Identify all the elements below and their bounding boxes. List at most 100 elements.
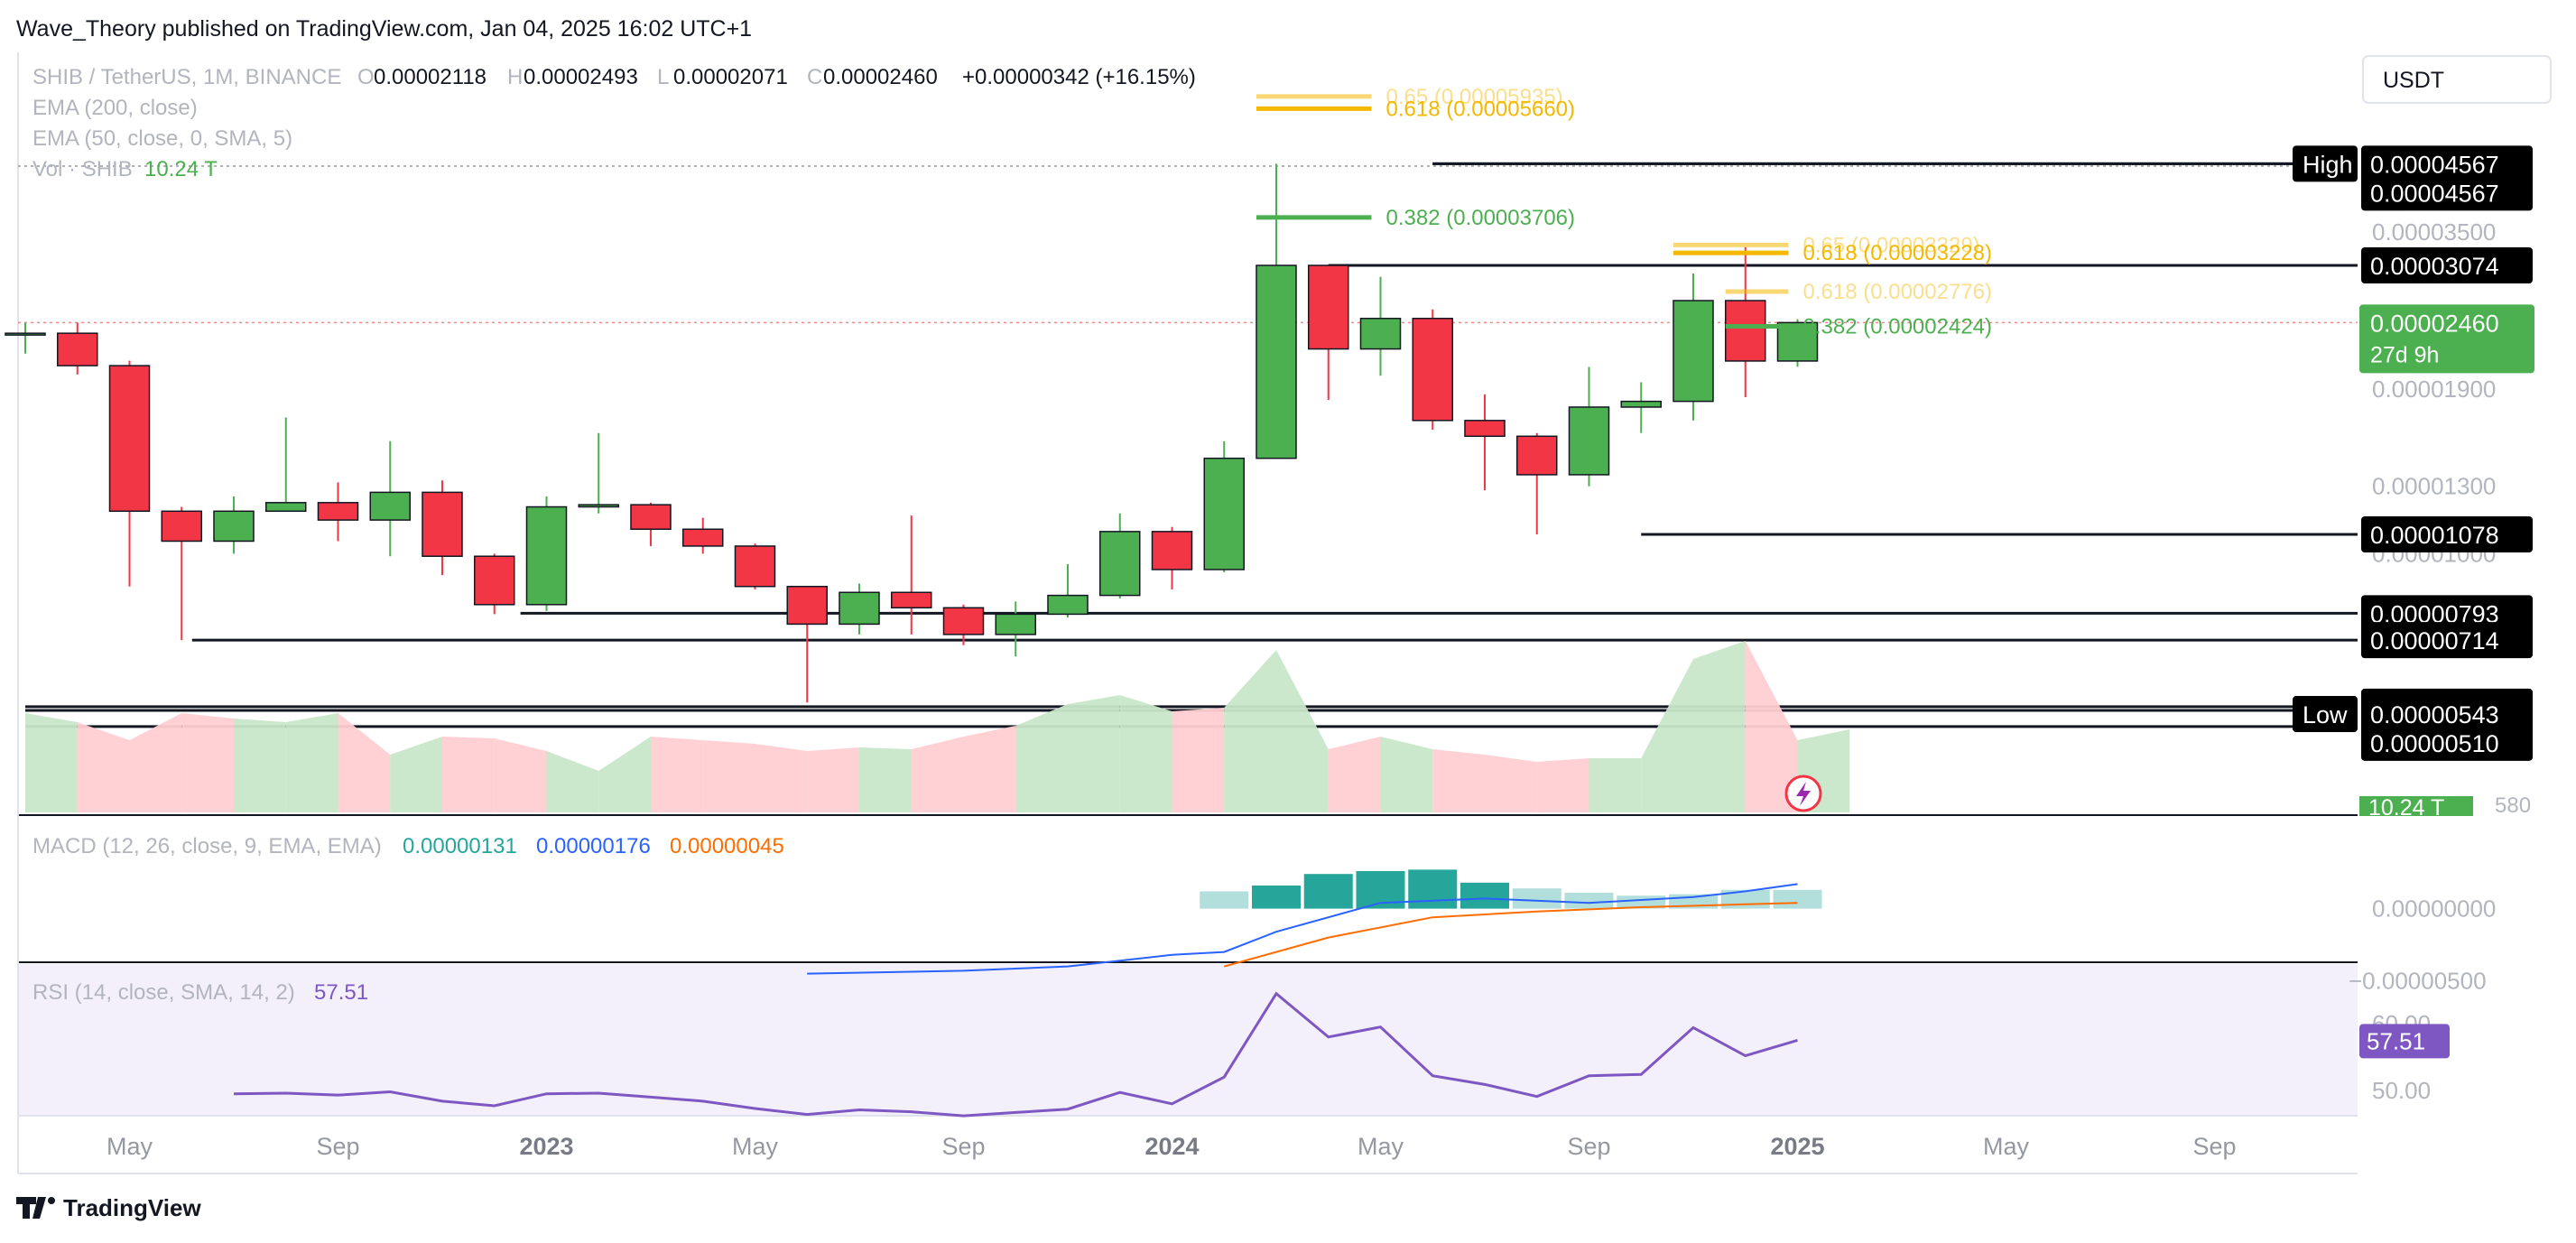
volume-segment [1276,650,1329,812]
volume-segment [1172,708,1225,812]
fib-label: 0.65 (0.00003329) [1803,233,1980,257]
candle [1151,526,1193,589]
volume-segment [285,713,338,812]
legend-volume-value: 10.24 T [144,157,218,181]
candle-body [5,332,46,336]
volume-segment [1745,641,1798,812]
candle [1412,309,1453,431]
macd-histogram-bar [1408,869,1458,909]
volume-segment [911,737,964,812]
candle-body [422,491,463,557]
time-tick: May [732,1133,779,1160]
candle-body [1464,420,1506,438]
candle-body [1203,457,1245,570]
rsi-value-tag [2359,1024,2450,1059]
candle [317,482,359,542]
time-tick: Sep [941,1133,985,1160]
candle [1516,432,1558,534]
level-price-tag[interactable] [2361,622,2533,659]
candle-body [108,365,151,513]
alert-icon[interactable] [1784,775,1822,812]
ohlc-key: O [357,65,375,89]
level-price-tag[interactable] [2361,696,2533,733]
macd-tick: 0.00000000 [2372,895,2496,923]
macd-legend: MACD (12, 26, close, 9, EMA, EMA) 0.0000… [32,834,784,858]
macd-histogram-bar [1460,882,1509,909]
volume-segment [1015,704,1068,812]
candle-body [525,506,568,606]
candle [734,543,776,589]
macd-histogram-bar [1773,889,1822,909]
macd-signal-value: 0.00000045 [670,834,784,858]
legend-ema200: EMA (200, close) [32,96,198,120]
level-tag [2293,696,2358,733]
volume-segment [1119,695,1172,812]
candle [1256,163,1297,459]
volume-segment [1641,659,1693,812]
volume-segment [1589,758,1642,812]
time-tick: 2023 [519,1133,573,1160]
level-price-label: 0.00001078 [2370,522,2499,549]
candle-body [1151,531,1193,570]
last-price-tag[interactable] [2359,304,2534,374]
volume-segment [1380,737,1433,812]
candle [1568,366,1610,487]
candle-body [161,510,202,543]
candle-body [578,504,619,508]
volume-segment [390,737,442,812]
rsi-tick: 50.00 [2372,1077,2431,1104]
candle-body [1359,318,1402,350]
volume-segment [494,738,547,812]
candle-body [474,555,515,606]
tradingview-brand: TradingView [63,1194,201,1221]
candle-body [1308,264,1349,350]
macd-histogram-bar [1303,874,1353,909]
volume-tag [2359,796,2473,816]
volume-segment [181,713,234,812]
signal-line [1223,902,1798,968]
candle-body [1620,400,1662,408]
candle-body [213,510,255,543]
level-price-label: 0.00000510 [2370,730,2499,757]
fib-label: 0.618 (0.00002776) [1803,280,1993,304]
candle-body [1725,300,1766,362]
macd-line [807,883,1798,975]
last-price-label: 0.00002460 [2370,310,2499,337]
candle [942,604,985,645]
level-tag-label: High [2303,151,2353,178]
usdt-button[interactable]: USDT [2362,55,2552,104]
candle [1725,246,1766,397]
candle [630,502,672,546]
level-price-tag[interactable] [2361,516,2533,552]
time-axis[interactable]: May Sep 2023 May Sep 2024 May Sep 2025 May Sep [18,1133,2358,1174]
candle [474,553,515,615]
currency-label: USDT [2383,68,2444,93]
level-price-tag[interactable] [2361,145,2533,182]
price-axis[interactable]: 0.000035000.000019000.000013000.00001000… [2293,52,2576,1118]
candle-body [1568,406,1610,476]
candle [213,496,255,554]
candle [1308,264,1349,401]
tradingview-logo: TradingView [16,1194,201,1221]
candle-body [891,591,932,609]
level-price-tag[interactable] [2361,174,2533,211]
horizontal-levels [18,162,2358,728]
time-tick: Sep [1567,1133,1610,1160]
time-tick: Sep [316,1133,359,1160]
level-price-tag[interactable] [2361,247,2533,283]
bar-countdown: 27d 9h [2370,342,2439,367]
candle [108,360,151,587]
fib-levels: 0.65 (0.00005935)0.618 (0.00005660) 0.382… [1256,85,1992,339]
candle [369,441,411,557]
legend-ohlc: O 0.00002118 H 0.00002493 L 0.00002071 C 0.0000… [357,65,938,89]
legend-ema50: EMA (50, close, 0, SMA, 5) [32,126,292,151]
pane-backgrounds [17,52,2551,1173]
macd-tick: −0.00000500 [2349,968,2487,995]
volume-segment [807,747,859,812]
time-tick: May [107,1133,153,1160]
macd-histogram-bar [1252,886,1301,909]
level-price-tag[interactable] [2361,724,2533,761]
candle-body [1776,321,1819,362]
volume-segment [77,722,130,812]
